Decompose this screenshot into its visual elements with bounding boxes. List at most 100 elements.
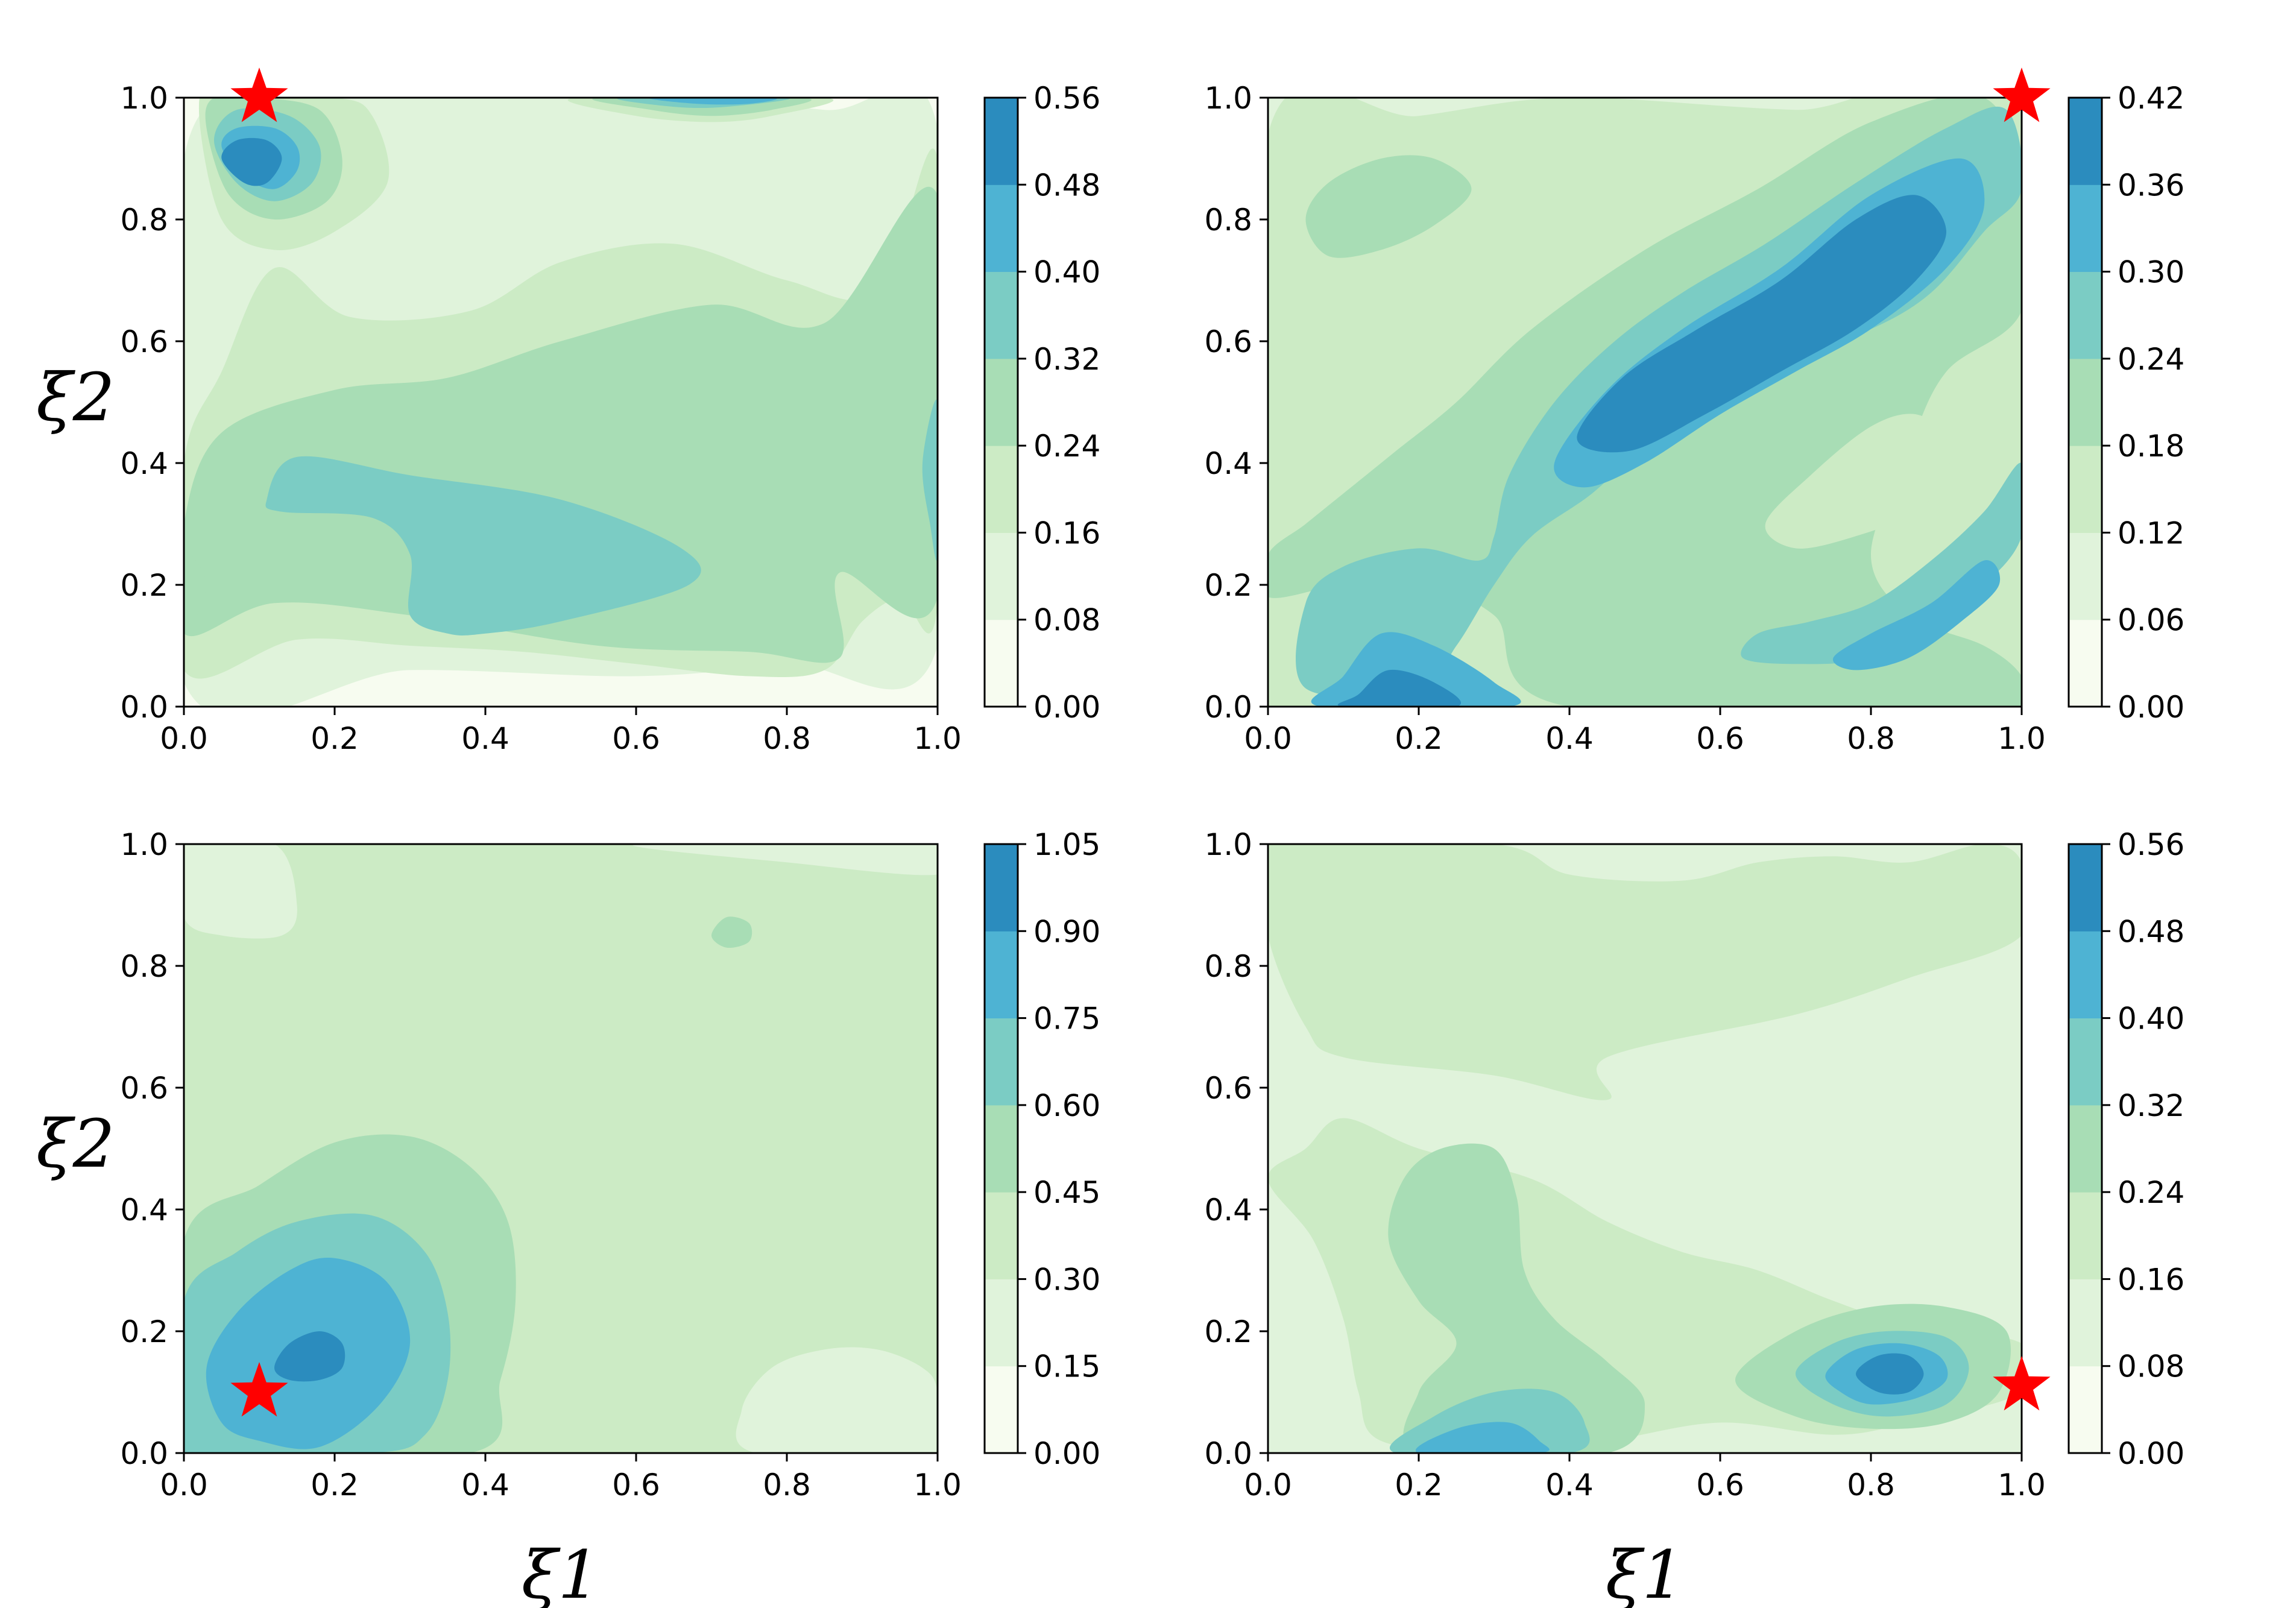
x-tick-label: 1.0: [1998, 1468, 2046, 1502]
x-tick-label: 0.0: [160, 721, 208, 756]
contour-region: [1268, 844, 2022, 1100]
colorbar-frame: [2067, 843, 2103, 1454]
contour-region: [649, 98, 777, 105]
colorbar-tick-label: 0.00: [2118, 690, 2184, 725]
colorbar-tick-label: 0.18: [2118, 429, 2184, 464]
contour-region: [184, 844, 297, 939]
colorbar-band: [2069, 446, 2102, 533]
colorbar-tick-label: 0.75: [1033, 1001, 1100, 1036]
colorbar-band: [985, 931, 1018, 1019]
colorbar-band: [985, 1192, 1018, 1279]
x-tick-label: 0.0: [160, 1468, 208, 1502]
axes-frame: [1267, 96, 2023, 708]
y-tick-label: 1.0: [1204, 827, 1252, 862]
x-tick-label: 0.8: [1847, 1468, 1895, 1502]
y-tick-label: 0.8: [1204, 203, 1252, 238]
colorbar-tick-label: 0.08: [2118, 1349, 2184, 1384]
colorbar-band: [2069, 619, 2102, 707]
x-tick-label: 0.4: [461, 1468, 509, 1502]
colorbar-tick-label: 0.00: [2118, 1436, 2184, 1471]
axes-frame: [1267, 843, 2023, 1454]
colorbar-tick-label: 0.32: [1033, 342, 1100, 377]
contour-layer: [184, 844, 938, 1453]
x-tick-label: 0.2: [1395, 721, 1443, 756]
y-tick-label: 0.0: [120, 690, 168, 725]
x-tick-label: 0.4: [461, 721, 509, 756]
x-tick-label: 0.8: [763, 1468, 811, 1502]
colorbar: 0.00 0.15 0.30 0.45 0.60 0.75 0.90 1.05: [983, 827, 1100, 1471]
colorbar-band: [2069, 1105, 2102, 1193]
contour-layer: [1268, 98, 2022, 707]
x-tick-label: 1.0: [1998, 721, 2046, 756]
y-tick-label: 0.6: [1204, 324, 1252, 359]
contour-region: [184, 186, 938, 663]
y-tick-label: 1.0: [120, 827, 168, 862]
star-marker: [230, 68, 288, 122]
colorbar-tick-label: 0.90: [1033, 914, 1100, 949]
colorbar-tick-label: 0.30: [2118, 255, 2184, 290]
contour-region: [221, 137, 282, 186]
y-tick-label: 0.0: [1204, 1436, 1252, 1471]
x-tick-label: 0.2: [311, 1468, 359, 1502]
contour-region: [1832, 560, 2001, 670]
colorbar-tick-label: 0.15: [1033, 1349, 1100, 1384]
y-tick-label: 0.8: [1204, 949, 1252, 984]
colorbar-band: [2069, 1279, 2102, 1367]
y-tick-label: 0.2: [1204, 568, 1252, 603]
colorbar-band: [985, 358, 1018, 446]
contour-region: [184, 553, 207, 634]
contour-region: [1337, 669, 1462, 707]
x-tick-label: 0.8: [763, 721, 811, 756]
subplot-2: 0.0 0.2 0.4 0.6 0.8 1.0 0.0 0.2 0.4 0.6 0.8 1.0 0.00…: [1204, 68, 2184, 756]
colorbar-tick-label: 0.36: [2118, 168, 2184, 203]
contour-region: [1388, 1143, 1645, 1453]
colorbar-band: [2069, 532, 2102, 620]
colorbar-tick-label: 0.08: [1033, 603, 1100, 638]
y-tick-label: 0.0: [120, 1436, 168, 1471]
x-tick-label: 0.2: [311, 721, 359, 756]
colorbar-band: [985, 619, 1018, 707]
subplot-1: 0.0 0.2 0.4 0.6 0.8 1.0 0.0 0.2 0.4 0.6 0.8 1.0 ξ2 0.…: [36, 68, 1100, 756]
colorbar-frame: [2067, 96, 2103, 708]
contour-region: [265, 456, 701, 635]
x-tick-label: 0.4: [1545, 1468, 1594, 1502]
y-tick-label: 0.8: [120, 949, 168, 984]
y-tick-label: 0.0: [1204, 690, 1252, 725]
colorbar-frame: [983, 96, 1019, 708]
x-tick-label: 0.0: [1244, 721, 1292, 756]
y-tick-label: 1.0: [120, 81, 168, 116]
colorbar-band: [2069, 271, 2102, 359]
y-tick-label: 0.2: [1204, 1314, 1252, 1349]
contour-region: [1416, 1422, 1550, 1453]
colorbar-band: [985, 1105, 1018, 1193]
colorbar: 0.00 0.08 0.16 0.24 0.32 0.40 0.48 0.56: [983, 81, 1100, 725]
axes-frame: [183, 96, 939, 708]
y-tick-label: 0.4: [120, 1193, 168, 1228]
y-tick-label: 1.0: [1204, 81, 1252, 116]
y-tick-label: 0.8: [120, 203, 168, 238]
colorbar-band: [985, 184, 1018, 273]
contour-region: [1577, 195, 1946, 453]
colorbar-tick-label: 0.16: [2118, 1262, 2184, 1297]
star-marker: [1993, 1355, 2051, 1411]
colorbar-tick-label: 0.16: [1033, 516, 1100, 550]
colorbar-tick-label: 0.42: [2118, 81, 2184, 116]
colorbar-band: [2069, 1018, 2102, 1106]
x-tick-label: 0.8: [1847, 721, 1895, 756]
y-tick-label: 0.4: [1204, 1193, 1252, 1228]
axes-frame: [183, 843, 939, 1454]
x-tick-label: 0.6: [1696, 1468, 1744, 1502]
colorbar-band: [985, 1018, 1018, 1106]
contour-region: [736, 1347, 938, 1453]
y-tick-label: 0.2: [120, 1314, 168, 1349]
colorbar-band: [985, 446, 1018, 533]
x-tick-label: 0.2: [1395, 1468, 1443, 1502]
x-tick-label: 0.6: [1696, 721, 1744, 756]
y-tick-label: 0.4: [120, 446, 168, 481]
colorbar-band: [2069, 98, 2102, 185]
colorbar-band: [2069, 358, 2102, 446]
colorbar-tick-label: 0.24: [2118, 1175, 2184, 1210]
colorbar-tick-label: 0.24: [2118, 342, 2184, 377]
colorbar: 0.00 0.06 0.12 0.18 0.24 0.30 0.36 0.42: [2067, 81, 2184, 725]
colorbar-tick-label: 0.60: [1033, 1088, 1100, 1123]
